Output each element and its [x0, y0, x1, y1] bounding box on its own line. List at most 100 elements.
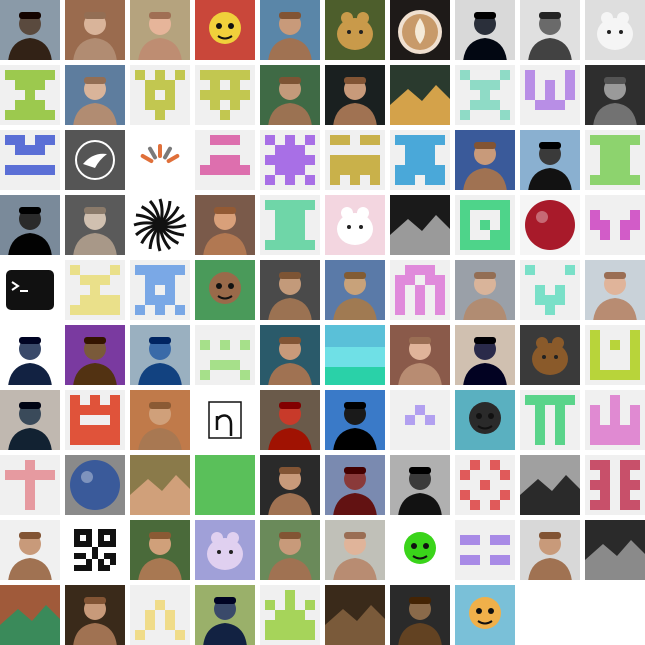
avatar-tile[interactable] — [0, 260, 60, 320]
avatar-tile[interactable] — [455, 520, 515, 580]
avatar-tile[interactable] — [130, 520, 190, 580]
avatar-tile[interactable] — [0, 65, 60, 125]
avatar-tile[interactable] — [325, 0, 385, 60]
avatar-tile[interactable] — [325, 65, 385, 125]
avatar-tile[interactable] — [390, 520, 450, 580]
avatar-tile[interactable] — [130, 260, 190, 320]
avatar-tile[interactable] — [260, 130, 320, 190]
avatar-tile[interactable] — [455, 325, 515, 385]
avatar-tile[interactable] — [390, 325, 450, 385]
avatar-tile[interactable] — [130, 455, 190, 515]
avatar-tile[interactable] — [65, 260, 125, 320]
avatar-tile[interactable] — [520, 390, 580, 450]
avatar-tile[interactable] — [585, 455, 645, 515]
avatar-tile[interactable] — [390, 130, 450, 190]
avatar-tile[interactable] — [195, 195, 255, 255]
avatar-tile[interactable] — [260, 325, 320, 385]
avatar-tile[interactable] — [195, 0, 255, 60]
avatar-tile[interactable] — [585, 0, 645, 60]
avatar-tile[interactable] — [520, 325, 580, 385]
avatar-tile[interactable] — [65, 585, 125, 645]
avatar-tile[interactable] — [65, 0, 125, 60]
avatar-tile[interactable] — [390, 195, 450, 255]
avatar-tile[interactable] — [325, 325, 385, 385]
avatar-tile[interactable] — [0, 0, 60, 60]
avatar-tile[interactable] — [0, 390, 60, 450]
avatar-tile[interactable] — [325, 260, 385, 320]
avatar-tile[interactable] — [390, 585, 450, 645]
avatar-tile[interactable] — [455, 65, 515, 125]
avatar-tile[interactable] — [390, 65, 450, 125]
avatar-tile[interactable] — [260, 0, 320, 60]
avatar-tile[interactable] — [455, 195, 515, 255]
avatar-tile[interactable] — [325, 390, 385, 450]
avatar-tile[interactable] — [585, 130, 645, 190]
avatar-tile[interactable] — [195, 585, 255, 645]
avatar-tile[interactable] — [325, 520, 385, 580]
avatar-tile[interactable] — [520, 260, 580, 320]
avatar-tile[interactable] — [455, 130, 515, 190]
avatar-tile[interactable] — [130, 130, 190, 190]
avatar-tile[interactable] — [520, 65, 580, 125]
avatar-tile[interactable] — [455, 0, 515, 60]
avatar-tile[interactable] — [65, 195, 125, 255]
avatar-tile[interactable] — [130, 0, 190, 60]
avatar-tile[interactable] — [585, 65, 645, 125]
avatar-tile[interactable] — [195, 520, 255, 580]
avatar-tile[interactable] — [520, 0, 580, 60]
avatar-tile[interactable] — [390, 455, 450, 515]
avatar-tile[interactable] — [260, 390, 320, 450]
avatar-tile[interactable] — [65, 130, 125, 190]
avatar-tile[interactable] — [260, 195, 320, 255]
avatar-tile[interactable] — [65, 455, 125, 515]
avatar-tile[interactable] — [130, 195, 190, 255]
avatar-tile[interactable] — [325, 455, 385, 515]
avatar-tile[interactable] — [260, 455, 320, 515]
avatar-tile[interactable] — [0, 455, 60, 515]
avatar-tile[interactable] — [195, 130, 255, 190]
avatar-tile[interactable] — [65, 325, 125, 385]
avatar-tile[interactable] — [0, 130, 60, 190]
avatar-tile[interactable] — [585, 390, 645, 450]
avatar-tile[interactable] — [65, 65, 125, 125]
avatar-tile[interactable] — [455, 390, 515, 450]
avatar-tile[interactable] — [520, 455, 580, 515]
avatar-tile[interactable] — [325, 585, 385, 645]
avatar-tile[interactable] — [0, 325, 60, 385]
avatar-tile[interactable] — [455, 585, 515, 645]
avatar-tile[interactable] — [390, 0, 450, 60]
avatar-tile[interactable] — [585, 520, 645, 580]
avatar-tile[interactable] — [195, 260, 255, 320]
avatar-tile[interactable] — [325, 195, 385, 255]
avatar-tile[interactable] — [195, 455, 255, 515]
avatar-tile[interactable] — [390, 260, 450, 320]
avatar-tile[interactable] — [520, 195, 580, 255]
avatar-tile[interactable] — [520, 130, 580, 190]
avatar-tile[interactable] — [390, 390, 450, 450]
avatar-tile[interactable] — [455, 455, 515, 515]
avatar-tile[interactable] — [130, 390, 190, 450]
avatar-tile[interactable] — [585, 195, 645, 255]
avatar-tile[interactable] — [260, 520, 320, 580]
identicon-cell — [285, 200, 295, 210]
avatar-tile[interactable] — [520, 520, 580, 580]
avatar-tile[interactable] — [65, 520, 125, 580]
avatar-tile[interactable] — [325, 130, 385, 190]
avatar-tile[interactable] — [195, 65, 255, 125]
avatar-tile[interactable] — [260, 585, 320, 645]
avatar-tile[interactable] — [585, 325, 645, 385]
avatar-tile[interactable] — [0, 585, 60, 645]
avatar-tile[interactable] — [585, 260, 645, 320]
avatar-tile[interactable] — [260, 65, 320, 125]
avatar-tile[interactable] — [195, 390, 255, 450]
avatar-tile[interactable] — [0, 520, 60, 580]
avatar-tile[interactable] — [0, 195, 60, 255]
avatar-tile[interactable] — [130, 585, 190, 645]
avatar-tile[interactable] — [130, 325, 190, 385]
avatar-man-beard-smile — [195, 195, 255, 255]
avatar-tile[interactable] — [195, 325, 255, 385]
avatar-tile[interactable] — [260, 260, 320, 320]
avatar-tile[interactable] — [455, 260, 515, 320]
avatar-tile[interactable] — [65, 390, 125, 450]
avatar-tile[interactable] — [130, 65, 190, 125]
